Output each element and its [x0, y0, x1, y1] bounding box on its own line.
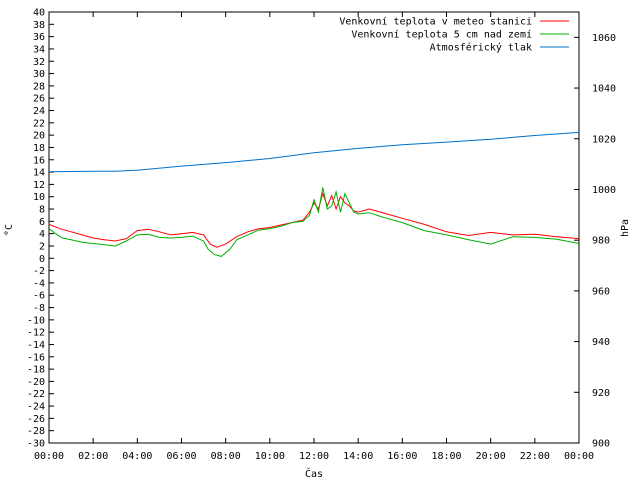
y-right-tick-label: 920 — [592, 388, 610, 399]
x-tick-label: 12:00 — [299, 451, 329, 462]
y-left-tick-label: 38 — [33, 20, 45, 31]
x-tick-label: 02:00 — [78, 451, 108, 462]
x-tick-label: 00:00 — [564, 451, 594, 462]
y-left-tick-label: 0 — [39, 254, 45, 265]
legend-label-2: Venkovní teplota 5 cm nad zemí — [351, 29, 532, 41]
series-line-3 — [48, 131, 580, 173]
y-left-tick-label: 40 — [33, 8, 45, 19]
y-left-tick-label: -20 — [27, 377, 45, 388]
y-right-tick-label: 1040 — [592, 84, 616, 95]
y-left-tick-label: -30 — [27, 439, 45, 450]
x-tick-label: 22:00 — [520, 451, 550, 462]
y-left-tick-label: 20 — [33, 131, 45, 142]
y-left-tick-label: -10 — [27, 315, 45, 326]
y-right-tick-label: 1020 — [592, 134, 616, 145]
y-axis-left-ticks: -30-28-26-24-22-20-18-16-14-12-10-8-6-4-… — [27, 8, 54, 450]
y-left-tick-label: 12 — [33, 180, 45, 191]
y-left-tick-label: 2 — [39, 241, 45, 252]
y-left-tick-label: 34 — [33, 44, 45, 55]
y-right-tick-label: 1000 — [592, 185, 616, 196]
y-left-tick-label: -16 — [27, 352, 45, 363]
y-left-tick-label: 32 — [33, 57, 45, 68]
y-left-tick-label: -18 — [27, 365, 45, 376]
series-layer — [48, 131, 580, 257]
series-line-1 — [48, 191, 580, 248]
y-left-tick-label: -26 — [27, 414, 45, 425]
y-right-tick-label: 960 — [592, 286, 610, 297]
y-left-tick-label: -28 — [27, 426, 45, 437]
y-left-tick-label: 16 — [33, 155, 45, 166]
y-left-tick-label: 8 — [39, 205, 45, 216]
y-left-tick-label: 6 — [39, 217, 45, 228]
x-tick-label: 10:00 — [255, 451, 285, 462]
y-right-tick-label: 1060 — [592, 33, 616, 44]
y-left-tick-label: 30 — [33, 69, 45, 80]
y-left-tick-label: -14 — [27, 340, 45, 351]
y-left-tick-label: 26 — [33, 94, 45, 105]
y-axis-right-label: hPa — [620, 219, 631, 237]
y-right-tick-label: 980 — [592, 236, 610, 247]
x-tick-label: 18:00 — [431, 451, 461, 462]
y-left-tick-label: 14 — [33, 168, 45, 179]
x-tick-label: 20:00 — [476, 451, 506, 462]
y-axis-right-ticks: 900 920 940 960 980 1000 1020 1040 1060 — [574, 33, 616, 450]
y-right-tick-label: 900 — [592, 439, 610, 450]
y-axis-left-label: °C — [4, 224, 15, 236]
y-left-tick-label: -2 — [33, 266, 45, 277]
y-left-tick-label: 18 — [33, 143, 45, 154]
y-left-tick-label: 24 — [33, 106, 45, 117]
y-right-tick-label: 940 — [592, 337, 610, 348]
series-line-2 — [48, 187, 580, 257]
x-tick-label: 16:00 — [387, 451, 417, 462]
x-tick-label: 08:00 — [211, 451, 241, 462]
y-left-tick-label: -12 — [27, 328, 45, 339]
y-left-tick-label: 22 — [33, 118, 45, 129]
y-left-tick-label: -4 — [33, 278, 45, 289]
y-left-tick-label: -24 — [27, 402, 45, 413]
legend-label-1: Venkovní teplota v meteo stanici — [339, 16, 532, 28]
plot-area — [48, 11, 580, 444]
x-tick-label: 00:00 — [34, 451, 64, 462]
y-left-tick-label: 36 — [33, 32, 45, 43]
x-axis-ticks: 00:00 02:00 04:00 06:00 08:00 10:00 12:00 14:00… — [34, 12, 594, 462]
y-left-tick-label: -8 — [33, 303, 45, 314]
x-axis-label: Čas — [305, 467, 323, 480]
x-tick-label: 06:00 — [166, 451, 196, 462]
y-left-tick-label: 10 — [33, 192, 45, 203]
legend-label-3: Atmosférický tlak — [430, 42, 532, 54]
y-left-tick-label: -22 — [27, 389, 45, 400]
legend: Venkovní teplota v meteo staniciVenkovní… — [339, 16, 569, 54]
y-left-tick-label: -6 — [33, 291, 45, 302]
y-left-tick-label: 4 — [39, 229, 45, 240]
x-tick-label: 04:00 — [122, 451, 152, 462]
y-left-tick-label: 28 — [33, 81, 45, 92]
x-tick-label: 14:00 — [343, 451, 373, 462]
